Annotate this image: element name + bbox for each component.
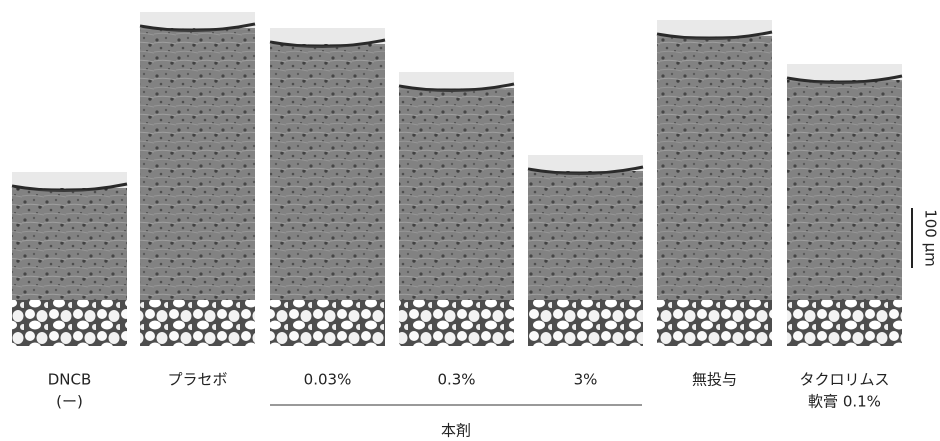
panels [12, 12, 902, 346]
scale-bar: 100 μm [912, 208, 940, 268]
panel-label: タクロリムス [799, 371, 889, 389]
fat-layer [140, 300, 255, 346]
fat-layer [399, 300, 514, 346]
fat-layer [270, 300, 385, 346]
group-label: 本剤 [441, 422, 471, 440]
scale-label: 100 μm [922, 209, 940, 267]
figure: 本剤 100 μm DNCB (ー) プラセボ 0.03% 0.3% 3% 無投与 タクロリム… [0, 0, 940, 441]
fat-layer [528, 300, 643, 346]
panel-label: 0.3% [437, 371, 475, 389]
panel-label: DNCB [48, 371, 92, 389]
panel-label: (ー) [56, 393, 83, 411]
fat-layer [657, 300, 772, 346]
panel-label: 3% [574, 371, 598, 389]
panel-shade [399, 90, 514, 300]
panel-shade [12, 190, 127, 300]
panel-label: プラセボ [167, 371, 227, 389]
fat-layer [12, 300, 127, 346]
group-bracket: 本剤 [270, 405, 642, 440]
fat-layer [787, 300, 902, 346]
panel-shade [657, 38, 772, 300]
panel-shade [140, 30, 255, 300]
panel-label: 0.03% [304, 371, 352, 389]
panel-shade [270, 46, 385, 300]
panel-label: 無投与 [692, 371, 737, 389]
panel-label: 軟膏 0.1% [808, 393, 881, 411]
panel-shade [528, 173, 643, 300]
panel-shade [787, 82, 902, 300]
